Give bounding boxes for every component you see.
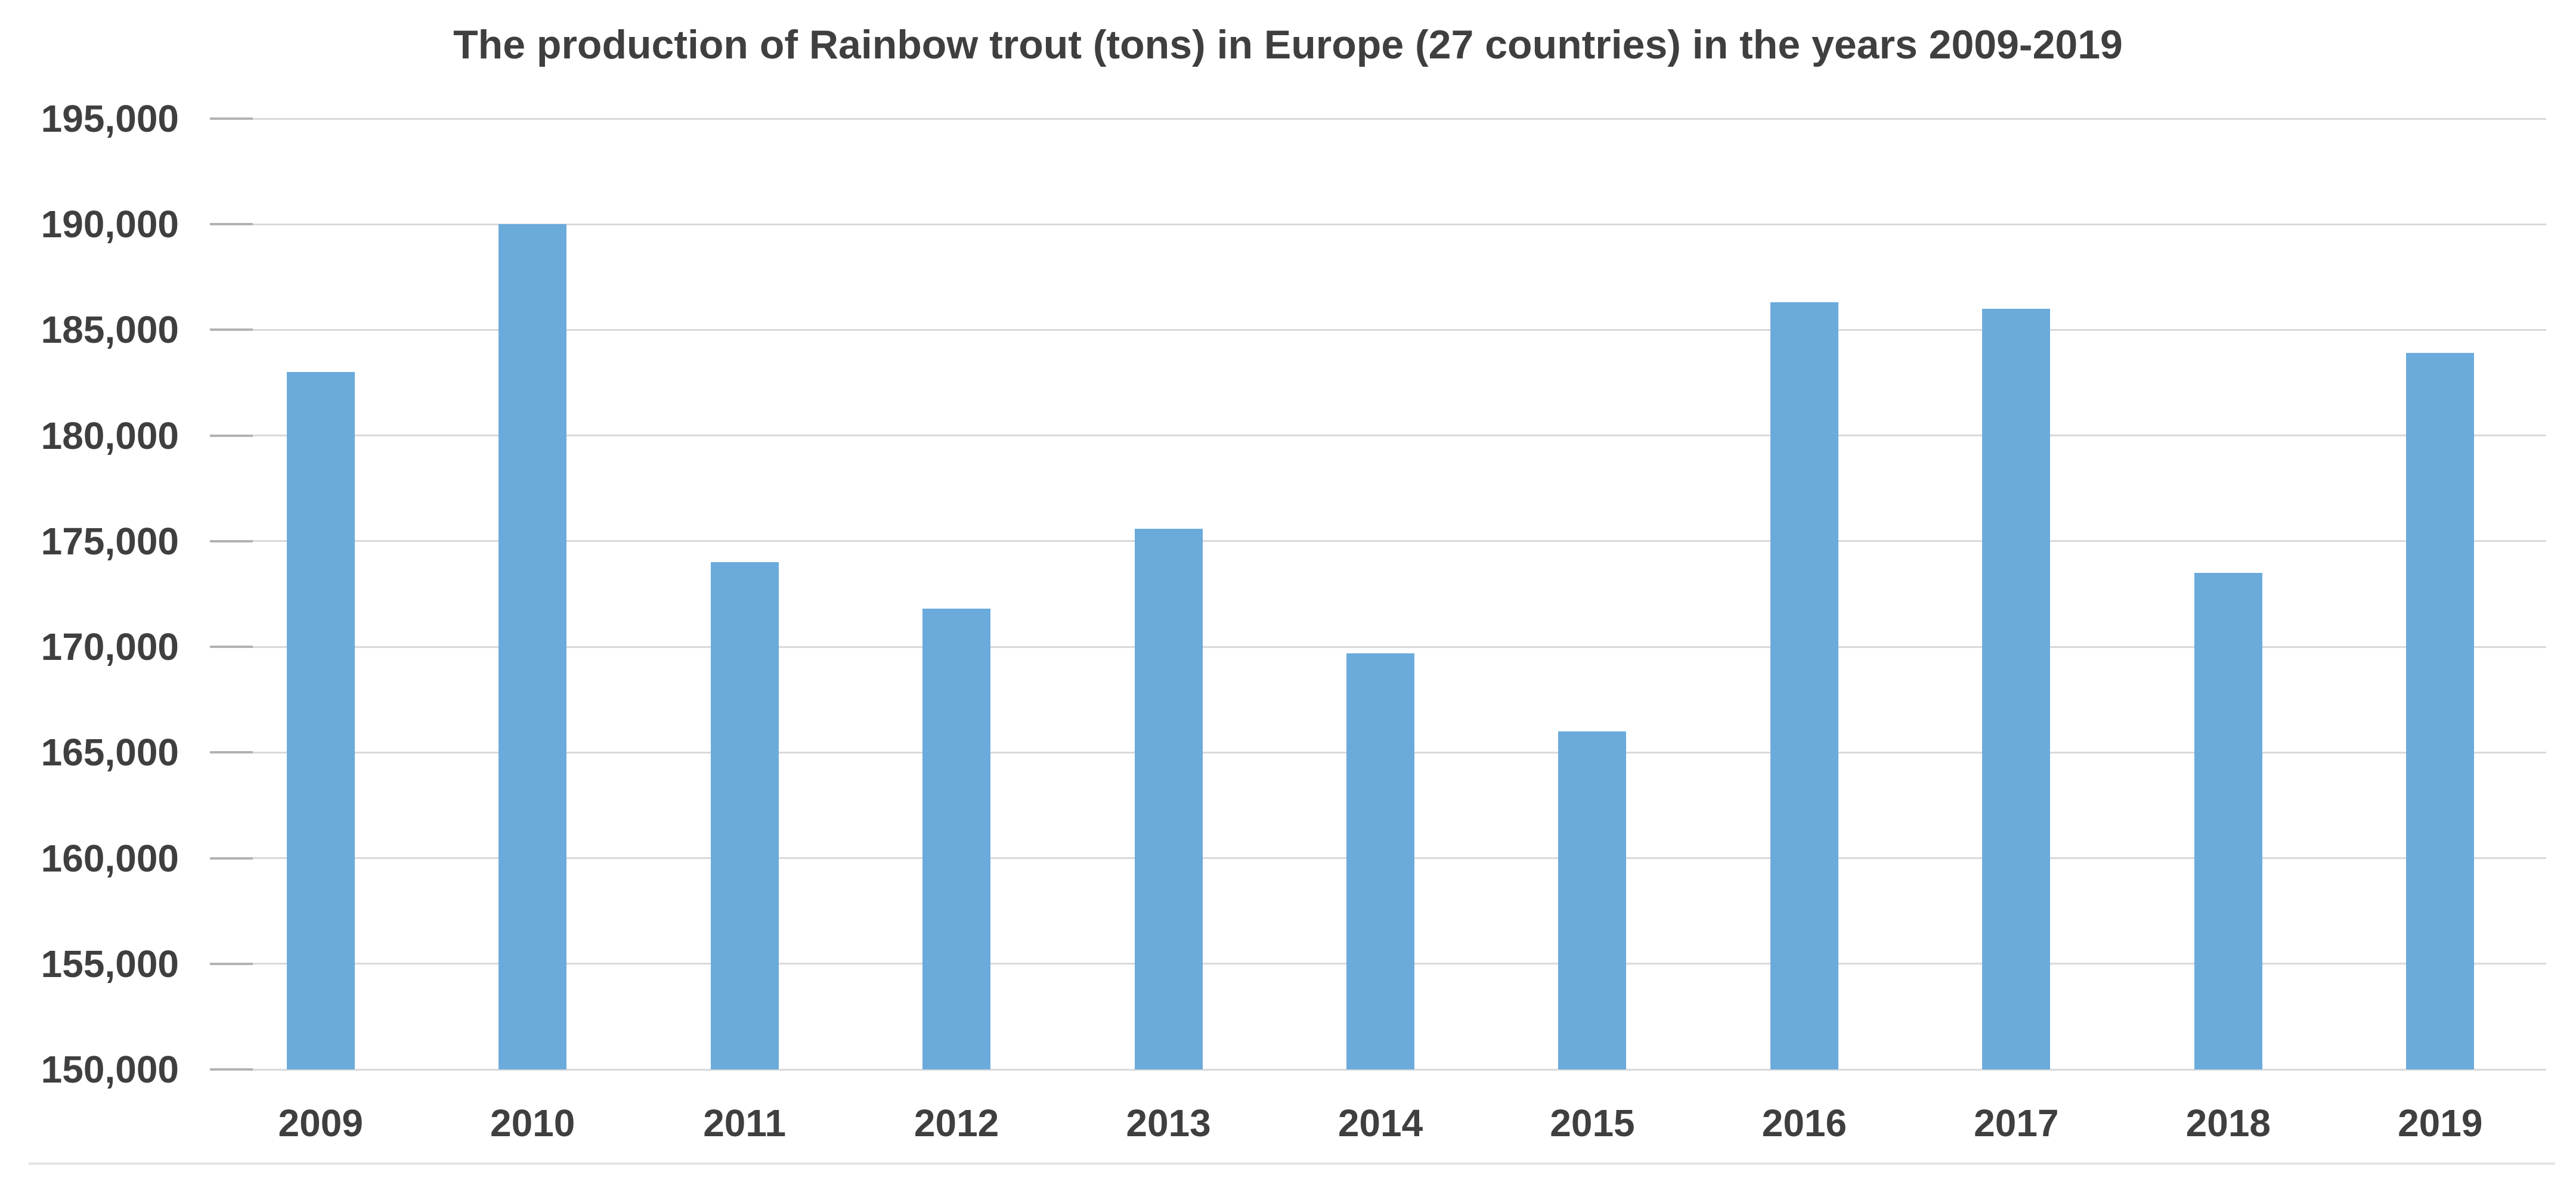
y-tick-label: 150,000 (41, 1048, 179, 1091)
x-tick-label: 2017 (1974, 1102, 2059, 1145)
bar-2014 (1346, 653, 1414, 1069)
bar-2012 (922, 609, 991, 1069)
bar-2011 (710, 562, 779, 1069)
x-tick-label: 2009 (278, 1102, 363, 1145)
y-tick-label: 155,000 (41, 942, 179, 985)
bar-2013 (1134, 528, 1203, 1069)
y-axis-tick (210, 751, 253, 754)
bottom-divider (29, 1162, 2555, 1165)
bar-2019 (2406, 353, 2475, 1069)
y-tick-label: 170,000 (41, 625, 179, 669)
y-tick-label: 160,000 (41, 836, 179, 880)
x-tick-label: 2019 (2398, 1102, 2483, 1145)
gridline (215, 1068, 2546, 1071)
x-tick-label: 2018 (2185, 1102, 2271, 1145)
bar-2015 (1558, 731, 1627, 1069)
y-axis-tick (210, 962, 253, 965)
bar-2009 (286, 372, 355, 1069)
y-axis-tick (210, 328, 253, 331)
x-tick-label: 2013 (1126, 1102, 1211, 1145)
bar-2018 (2194, 573, 2262, 1069)
y-axis-tick (210, 117, 253, 120)
y-axis-tick (210, 1068, 253, 1071)
y-axis-tick (210, 646, 253, 649)
y-tick-label: 195,000 (41, 97, 179, 140)
x-tick-label: 2012 (914, 1102, 999, 1145)
x-tick-label: 2015 (1550, 1102, 1635, 1145)
bar-2010 (499, 224, 567, 1069)
gridline (215, 540, 2546, 542)
x-tick-label: 2014 (1337, 1102, 1423, 1145)
x-tick-label: 2010 (490, 1102, 575, 1145)
x-tick-label: 2011 (703, 1102, 787, 1145)
y-axis-tick (210, 857, 253, 860)
y-axis-tick (210, 223, 253, 226)
gridline (215, 435, 2546, 437)
chart-title: The production of Rainbow trout (tons) i… (453, 22, 2123, 67)
gridline (215, 117, 2546, 120)
y-tick-label: 165,000 (41, 731, 179, 774)
gridline (215, 223, 2546, 225)
gridline (215, 646, 2546, 648)
y-tick-label: 180,000 (41, 414, 179, 457)
y-tick-label: 190,000 (41, 203, 179, 246)
y-axis-tick (210, 539, 253, 542)
bar-2016 (1770, 302, 1838, 1069)
y-axis-tick (210, 434, 253, 437)
y-tick-label: 185,000 (41, 308, 179, 352)
x-tick-label: 2016 (1761, 1102, 1847, 1145)
gridline (215, 328, 2546, 331)
y-tick-label: 175,000 (41, 519, 179, 563)
bar-2017 (1982, 309, 2051, 1069)
